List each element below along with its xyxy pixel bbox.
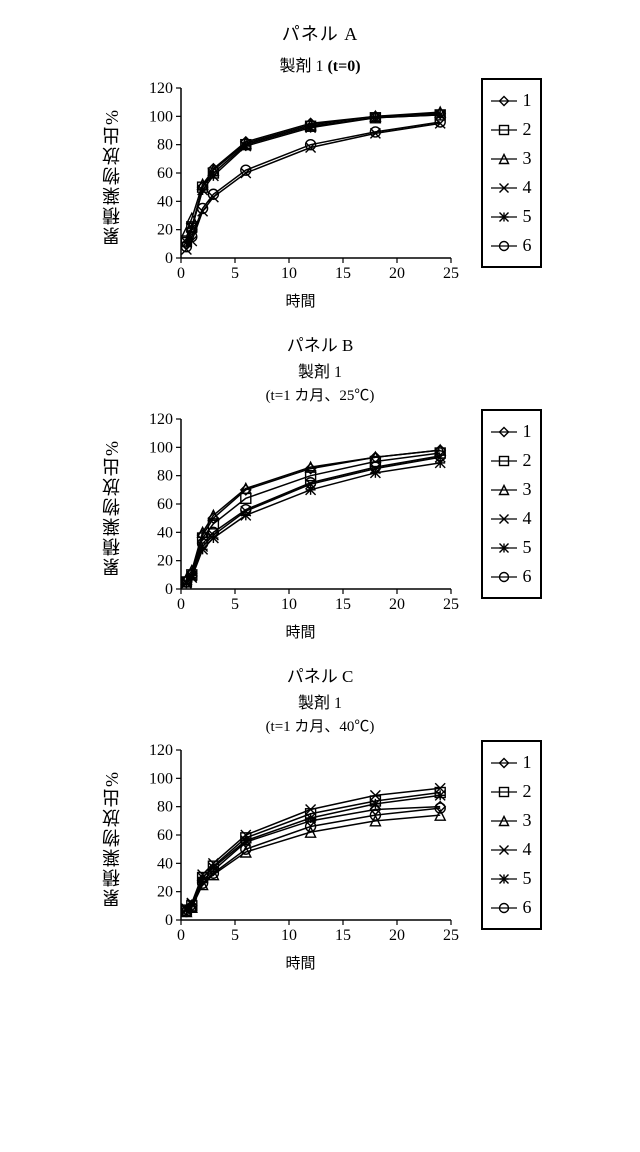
svg-text:80: 80: [157, 799, 173, 816]
legend-label: 6: [523, 897, 532, 918]
svg-text:100: 100: [149, 770, 173, 787]
chart-svg: 0 5 10 15 20 25 0 20 40 60 80 100 120: [131, 409, 471, 619]
svg-text:20: 20: [389, 265, 405, 282]
legend-item: 4: [491, 504, 532, 533]
panel: パネル B製剤 1(t=1 カ月、25℃)累積薬物放出%051015202502…: [0, 331, 640, 642]
legend-label: 4: [523, 177, 532, 198]
legend-item: 6: [491, 562, 532, 591]
chart-svg: 0 5 10 15 20 25 0 20 40 60 80 100 120: [131, 740, 471, 950]
svg-text:25: 25: [443, 927, 459, 944]
svg-text:20: 20: [157, 222, 173, 239]
svg-text:20: 20: [157, 553, 173, 570]
svg-text:15: 15: [335, 265, 351, 282]
legend-label: 1: [523, 90, 532, 111]
legend-label: 4: [523, 508, 532, 529]
svg-text:120: 120: [149, 742, 173, 759]
legend-label: 4: [523, 839, 532, 860]
svg-text:15: 15: [335, 927, 351, 944]
legend-item: 5: [491, 202, 532, 231]
legend-item: 3: [491, 144, 532, 173]
x-axis-label: 時間: [131, 952, 471, 973]
svg-text:0: 0: [165, 912, 173, 929]
legend-item: 1: [491, 748, 532, 777]
svg-text:5: 5: [231, 927, 239, 944]
svg-text:100: 100: [149, 108, 173, 125]
svg-text:60: 60: [157, 165, 173, 182]
legend-item: 4: [491, 173, 532, 202]
svg-text:40: 40: [157, 855, 173, 872]
svg-text:10: 10: [281, 927, 297, 944]
y-axis-label: 累積薬物放出%: [99, 439, 125, 576]
legend-label: 6: [523, 235, 532, 256]
svg-text:60: 60: [157, 496, 173, 513]
legend-label: 3: [523, 148, 532, 169]
svg-text:120: 120: [149, 80, 173, 97]
panel: パネル C製剤 1(t=1 カ月、40℃)累積薬物放出%051015202502…: [0, 662, 640, 973]
legend-label: 2: [523, 450, 532, 471]
legend-item: 2: [491, 446, 532, 475]
svg-text:0: 0: [177, 596, 185, 613]
legend-item: 1: [491, 417, 532, 446]
legend-item: 5: [491, 864, 532, 893]
svg-text:40: 40: [157, 193, 173, 210]
svg-text:0: 0: [165, 581, 173, 598]
legend: 1 2 3 4 5 6: [481, 78, 542, 268]
svg-text:25: 25: [443, 265, 459, 282]
x-axis-label: 時間: [131, 290, 471, 311]
legend-label: 5: [523, 206, 532, 227]
legend-item: 2: [491, 777, 532, 806]
svg-text:15: 15: [335, 596, 351, 613]
legend-item: 3: [491, 475, 532, 504]
legend-label: 5: [523, 537, 532, 558]
panel: 製剤 1 (t=0)累積薬物放出%05101520250204060801001…: [0, 52, 640, 311]
panels-container: 製剤 1 (t=0)累積薬物放出%05101520250204060801001…: [0, 52, 640, 973]
formulation-title: 製剤 1 (t=0): [0, 52, 640, 76]
svg-text:0: 0: [177, 265, 185, 282]
svg-text:80: 80: [157, 468, 173, 485]
legend-label: 1: [523, 752, 532, 773]
svg-text:0: 0: [165, 250, 173, 267]
svg-text:10: 10: [281, 596, 297, 613]
legend-label: 2: [523, 781, 532, 802]
svg-text:0: 0: [177, 927, 185, 944]
svg-text:40: 40: [157, 524, 173, 541]
chart-svg: 0 5 10 15 20 25 0 20 40 60 80 100 120: [131, 78, 471, 288]
svg-text:20: 20: [389, 927, 405, 944]
legend-item: 2: [491, 115, 532, 144]
y-axis-label: 累積薬物放出%: [99, 770, 125, 907]
legend-label: 5: [523, 868, 532, 889]
svg-text:80: 80: [157, 137, 173, 154]
legend-item: 5: [491, 533, 532, 562]
condition-label: (t=1 カ月、25℃): [0, 384, 640, 405]
formulation-title: 製剤 1: [0, 358, 640, 382]
svg-text:5: 5: [231, 265, 239, 282]
legend-label: 6: [523, 566, 532, 587]
legend-label: 3: [523, 479, 532, 500]
legend-item: 1: [491, 86, 532, 115]
legend-label: 1: [523, 421, 532, 442]
legend: 1 2 3 4 5 6: [481, 409, 542, 599]
svg-text:5: 5: [231, 596, 239, 613]
condition-label: (t=1 カ月、40℃): [0, 715, 640, 736]
svg-text:10: 10: [281, 265, 297, 282]
legend-item: 4: [491, 835, 532, 864]
legend-label: 3: [523, 810, 532, 831]
legend-item: 6: [491, 893, 532, 922]
svg-text:120: 120: [149, 411, 173, 428]
page-title: パネル A: [0, 20, 640, 46]
formulation-title: 製剤 1: [0, 689, 640, 713]
legend-label: 2: [523, 119, 532, 140]
legend: 1 2 3 4 5 6: [481, 740, 542, 930]
panel-label: パネル B: [0, 331, 640, 356]
y-axis-label: 累積薬物放出%: [99, 108, 125, 245]
legend-item: 6: [491, 231, 532, 260]
svg-text:20: 20: [157, 884, 173, 901]
panel-label: パネル C: [0, 662, 640, 687]
svg-text:25: 25: [443, 596, 459, 613]
x-axis-label: 時間: [131, 621, 471, 642]
svg-text:20: 20: [389, 596, 405, 613]
svg-text:100: 100: [149, 439, 173, 456]
svg-text:60: 60: [157, 827, 173, 844]
legend-item: 3: [491, 806, 532, 835]
